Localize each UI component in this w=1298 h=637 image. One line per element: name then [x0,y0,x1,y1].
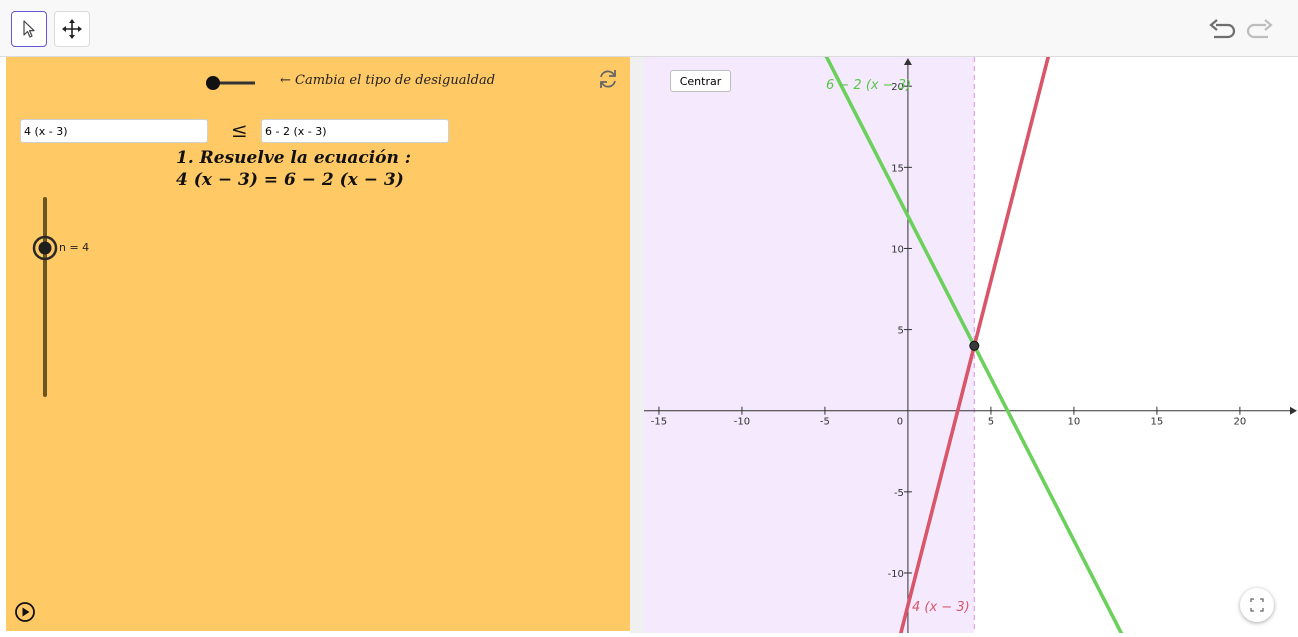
undo-redo-group [1208,18,1274,40]
y-tick-label: -10 [888,569,904,580]
graph-canvas[interactable]: -15 -10 -5 0 5 10 15 20 -10 -5 5 10 15 20 6 − 2 (x − … [644,23,1298,637]
fullscreen-button[interactable] [1240,588,1274,622]
move-arrows-icon [62,19,82,39]
panel-splitter[interactable] [630,57,644,633]
play-icon[interactable] [14,601,36,623]
intersection-point [969,340,980,351]
x-axis-arrow [1290,406,1297,415]
solution-region [644,57,975,633]
reset-icon[interactable] [597,68,619,90]
slider-label: n = 4 [59,241,90,254]
right-expression-input[interactable] [261,119,449,143]
graphics-view[interactable]: -15 -10 -5 0 5 10 15 20 -10 -5 5 10 15 20 6 − 2 (x − … [644,23,1298,637]
x-tick-label: 10 [1068,417,1081,428]
y-axis-arrow [903,58,912,65]
move-view-tool-button[interactable] [54,11,90,47]
x-tick-label: 5 [988,417,994,428]
arrow-pointer-icon [23,20,35,38]
step-equation: 4 (x − 3) = 6 − 2 (x − 3) [176,170,404,190]
x-tick-label: -5 [820,417,830,428]
relation-symbol[interactable]: ≤ [231,118,248,142]
x-tick-label: 20 [1234,417,1247,428]
x-tick-label: 15 [1151,417,1164,428]
fullscreen-icon [1250,598,1264,612]
red-line-label: 4 (x − 3) [912,600,970,615]
center-button[interactable]: Centrar [670,70,731,92]
toolbar [0,0,1298,57]
toggle-caption: ← Cambia el tipo de desigualdad [280,73,496,88]
undo-icon[interactable] [1208,18,1236,40]
step-title: 1. Resuelve la ecuación : [176,148,412,168]
y-tick-label: -5 [894,488,904,499]
x-tick-label: -10 [734,417,750,428]
y-tick-label: 5 [898,326,904,337]
x-tick-label: -15 [651,417,667,428]
n-slider[interactable] [30,197,62,397]
select-tool-button[interactable] [11,11,47,47]
left-expression-input[interactable] [20,119,208,143]
y-tick-label: 20 [891,82,904,93]
x-tick-label: 0 [897,417,903,428]
y-tick-label: 10 [891,244,904,255]
redo-icon[interactable] [1246,18,1274,40]
algebra-panel: ← Cambia el tipo de desigualdad ≤ 1. Res… [6,57,630,631]
inequality-toggle[interactable] [201,72,265,94]
green-line-label: 6 − 2 (x − 3) [826,78,911,93]
y-tick-label: 15 [891,163,904,174]
